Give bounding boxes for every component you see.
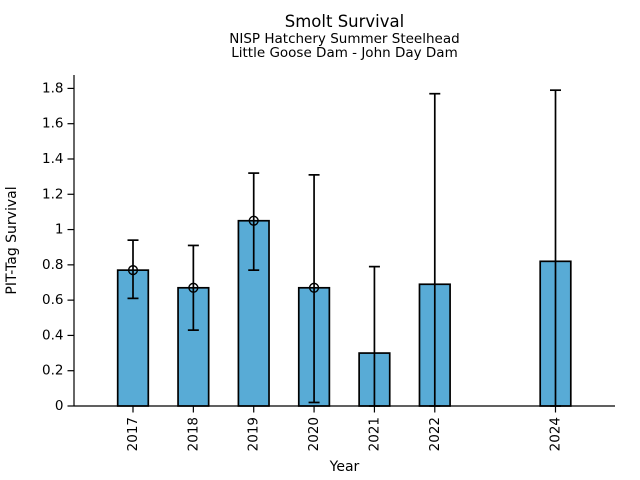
point-marker-2020 [308, 282, 320, 293]
y-tick-label: 0.6 [42, 292, 63, 308]
y-tick-label: 1.4 [42, 151, 63, 167]
x-tick-label-2018: 2018 [185, 417, 201, 451]
chart-title: Smolt Survival [285, 12, 404, 31]
y-tick-label: 1.8 [42, 80, 63, 96]
point-marker-2017 [127, 265, 139, 276]
x-tick-label-2022: 2022 [427, 417, 443, 451]
chart-subtitle-2: Little Goose Dam - John Day Dam [231, 45, 458, 61]
y-tick-label: 0.2 [42, 363, 63, 379]
y-tick-label: 1 [55, 222, 64, 238]
plot-area: 0 0.2 0.4 0.6 0.8 1 1.2 1.4 1.6 1.8 2017 2018 2019 20… [42, 75, 615, 451]
y-tick-label: 1.6 [42, 116, 63, 132]
y-tick-label: 0 [55, 398, 64, 414]
x-axis-label: Year [329, 459, 360, 475]
x-tick-label-2017: 2017 [125, 417, 141, 451]
x-tick-label-2019: 2019 [246, 417, 262, 451]
x-tick-label-2020: 2020 [306, 417, 322, 451]
y-tick-label: 0.4 [42, 327, 63, 343]
point-marker-2019 [248, 215, 259, 226]
y-tick-label: 0.8 [42, 257, 63, 273]
x-tick-label-2024: 2024 [547, 417, 563, 451]
chart-subtitle-1: NISP Hatchery Summer Steelhead [229, 31, 459, 47]
point-marker-2018 [188, 282, 199, 293]
y-axis-label: PIT-Tag Survival [4, 186, 20, 294]
y-tick-label: 1.2 [42, 186, 63, 202]
x-tick-label-2021: 2021 [366, 417, 382, 451]
